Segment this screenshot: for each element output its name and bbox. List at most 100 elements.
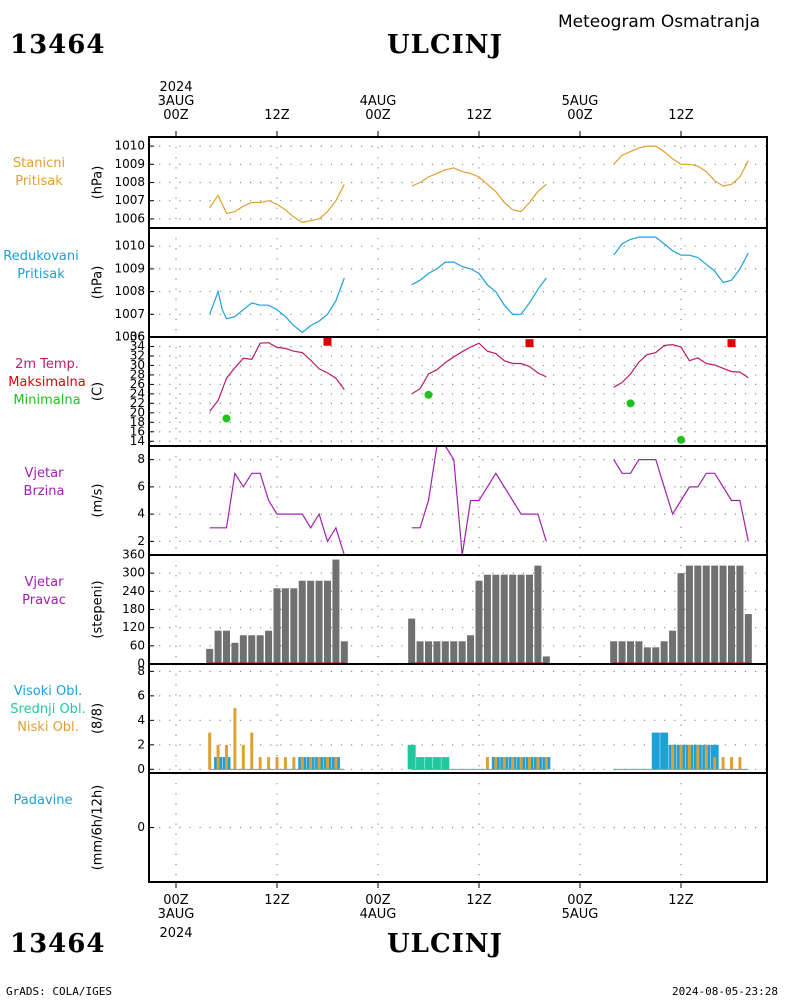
y-tick-label: 300	[122, 566, 145, 580]
wind-direction-bar	[517, 574, 525, 664]
cloud-middle-bar	[441, 757, 450, 770]
cloud-low-bar	[258, 757, 262, 770]
top-year: 2024	[159, 80, 193, 95]
y-tick-label: 6	[137, 479, 145, 493]
wind-direction-bar	[281, 588, 289, 664]
cloud-low-bar	[511, 757, 515, 770]
y-axis-label: (8/8)	[91, 703, 106, 734]
wind-direction-bar	[425, 641, 432, 664]
top-time-tick: 12Z	[668, 108, 694, 123]
wind-direction-bar	[660, 641, 668, 664]
label-redukovani-l1: Redukovani	[3, 249, 79, 264]
wind-direction-bar	[652, 647, 660, 664]
y-axis-label: (hPa)	[91, 166, 106, 200]
credit-text: GrADS: COLA/IGES	[6, 985, 112, 998]
series-line	[209, 342, 345, 412]
cloud-low-bar	[485, 757, 489, 770]
bottom-time-tick: 00Z 5AUG	[561, 893, 599, 922]
series-line	[411, 445, 547, 556]
y-tick-label: 0	[137, 657, 145, 671]
cloud-low-bar	[687, 744, 691, 770]
wind-direction-bar	[450, 641, 458, 664]
wind-direction-bar	[290, 588, 298, 664]
top-time-tick: 12Z	[466, 108, 492, 123]
wind-direction-bar	[627, 641, 634, 664]
cloud-low-bar	[679, 744, 683, 770]
y-tick-label: 360	[122, 548, 145, 562]
wind-direction-bar	[248, 635, 256, 664]
cloud-high-bar	[651, 732, 660, 770]
wind-direction-bar	[458, 641, 466, 664]
cloud-low-bar	[250, 732, 254, 770]
cloud-middle-bar	[407, 744, 416, 770]
wind-direction-bar	[315, 580, 323, 664]
y-tick-label: 6	[137, 688, 145, 702]
y-tick-label: 1009	[114, 157, 145, 171]
series-line	[209, 184, 345, 224]
series-line	[209, 471, 345, 556]
cloud-low-bar	[208, 732, 212, 770]
label-vjetar-pravac: Vjetar Pravac	[0, 574, 88, 610]
cloud-low-bar	[225, 744, 228, 770]
series-line	[613, 343, 749, 388]
bottom-time-tick: 12Z	[668, 893, 694, 908]
wind-direction-bar	[433, 641, 441, 664]
wind-direction-bar	[744, 614, 752, 664]
y-tick-label: 22	[130, 396, 145, 410]
label-redukovani-l2: Pritisak	[17, 267, 65, 282]
wind-direction-bar	[635, 641, 643, 664]
y-tick-label: 1010	[114, 239, 145, 253]
series-line	[613, 459, 749, 542]
min-temp-marker	[222, 414, 231, 423]
wind-direction-bar	[324, 580, 331, 664]
wind-direction-bar	[711, 565, 719, 664]
cloud-low-bar	[334, 757, 338, 770]
wind-direction-bar	[332, 559, 340, 664]
wind-direction-bar	[256, 635, 264, 664]
wind-direction-bar	[231, 642, 239, 664]
wind-direction-bar	[643, 647, 651, 664]
y-tick-label: 0	[137, 820, 145, 834]
wind-direction-bar	[298, 580, 306, 664]
wind-direction-bar	[239, 635, 247, 664]
label-srednji: Srednji Obl.	[10, 702, 86, 717]
label-vjetar-brzina: Vjetar Brzina	[0, 465, 88, 501]
series-line	[411, 261, 547, 315]
y-tick-label: 8	[137, 664, 145, 678]
top-time-tick: 5AUG 00Z	[561, 94, 599, 123]
y-tick-label: 180	[122, 602, 145, 616]
y-tick-label: 60	[130, 638, 145, 652]
cloud-low-bar	[216, 744, 220, 770]
y-tick-label: 1010	[114, 139, 145, 153]
y-tick-label: 8	[137, 452, 145, 466]
wind-direction-bar	[618, 641, 626, 664]
label-niski: Niski Obl.	[17, 720, 79, 735]
wind-direction-bar	[340, 641, 348, 664]
y-tick-label: 26	[130, 377, 145, 391]
cloud-low-bar	[738, 757, 742, 770]
label-stanicni-l2: Pritisak	[15, 174, 63, 189]
cloud-low-bar	[544, 757, 548, 770]
bottom-time-tick: 00Z 4AUG	[359, 893, 397, 922]
cloud-low-bar	[713, 757, 717, 770]
top-time-tick: 3AUG 00Z	[157, 94, 195, 123]
cloud-middle-bar	[432, 757, 441, 770]
cloud-low-bar	[502, 757, 506, 770]
wind-direction-bar	[483, 574, 491, 664]
wind-direction-bar	[307, 580, 315, 664]
label-temp-min: Minimalna	[13, 393, 81, 408]
y-axis-label: (hPa)	[91, 266, 106, 300]
y-tick-label: 240	[122, 584, 145, 598]
wind-direction-bar	[542, 656, 550, 664]
panel-frame	[148, 227, 768, 338]
cloud-low-bar	[317, 757, 321, 770]
y-tick-label: 36	[130, 330, 145, 344]
y-tick-label: 16	[130, 424, 145, 438]
wind-direction-bar	[223, 630, 230, 664]
wind-direction-bar	[416, 641, 424, 664]
label-brzina-l1: Vjetar	[24, 466, 64, 481]
timestamp-text: 2024-08-05-23:28	[672, 985, 778, 998]
cloud-low-bar	[536, 757, 540, 770]
wind-direction-bar	[475, 580, 483, 664]
